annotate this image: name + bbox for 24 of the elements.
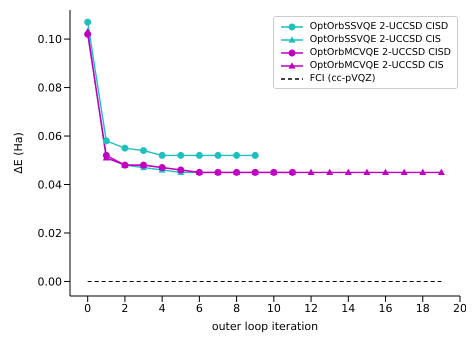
legend-label: OptOrbSSVQE 2-UCCSD CISD bbox=[310, 20, 448, 33]
y-tick-label: 0.08 bbox=[38, 81, 62, 94]
legend-label: OptOrbSSVQE 2-UCCSD CIS bbox=[310, 33, 441, 46]
x-tick-label: 20 bbox=[453, 302, 467, 315]
y-tick-label: 0.06 bbox=[38, 130, 62, 143]
x-tick-label: 12 bbox=[304, 302, 318, 315]
y-axis-title: ΔE (Ha) bbox=[12, 132, 25, 174]
y-tick-label: 0.04 bbox=[38, 178, 62, 192]
x-tick-label: 0 bbox=[84, 302, 92, 315]
x-tick-label: 2 bbox=[121, 302, 128, 315]
legend-label: FCI (cc-pVQZ) bbox=[310, 72, 376, 85]
x-tick-label: 16 bbox=[378, 302, 393, 315]
x-tick-label: 18 bbox=[416, 302, 430, 315]
x-tick-label: 10 bbox=[266, 302, 281, 315]
legend-label: OptOrbMCVQE 2-UCCSD CIS bbox=[310, 59, 444, 72]
x-tick-label: 6 bbox=[196, 302, 203, 315]
x-tick-label: 8 bbox=[233, 302, 240, 315]
y-tick-label: 0.02 bbox=[38, 226, 62, 240]
x-tick-label: 14 bbox=[341, 302, 356, 315]
legend-label: OptOrbMCVQE 2-UCCSD CISD bbox=[310, 46, 451, 59]
y-tick-label: 0.00 bbox=[38, 275, 62, 288]
x-tick-label: 4 bbox=[158, 302, 166, 315]
y-tick-label: 0.10 bbox=[38, 32, 62, 46]
x-axis-title: outer loop iteration bbox=[212, 320, 318, 333]
